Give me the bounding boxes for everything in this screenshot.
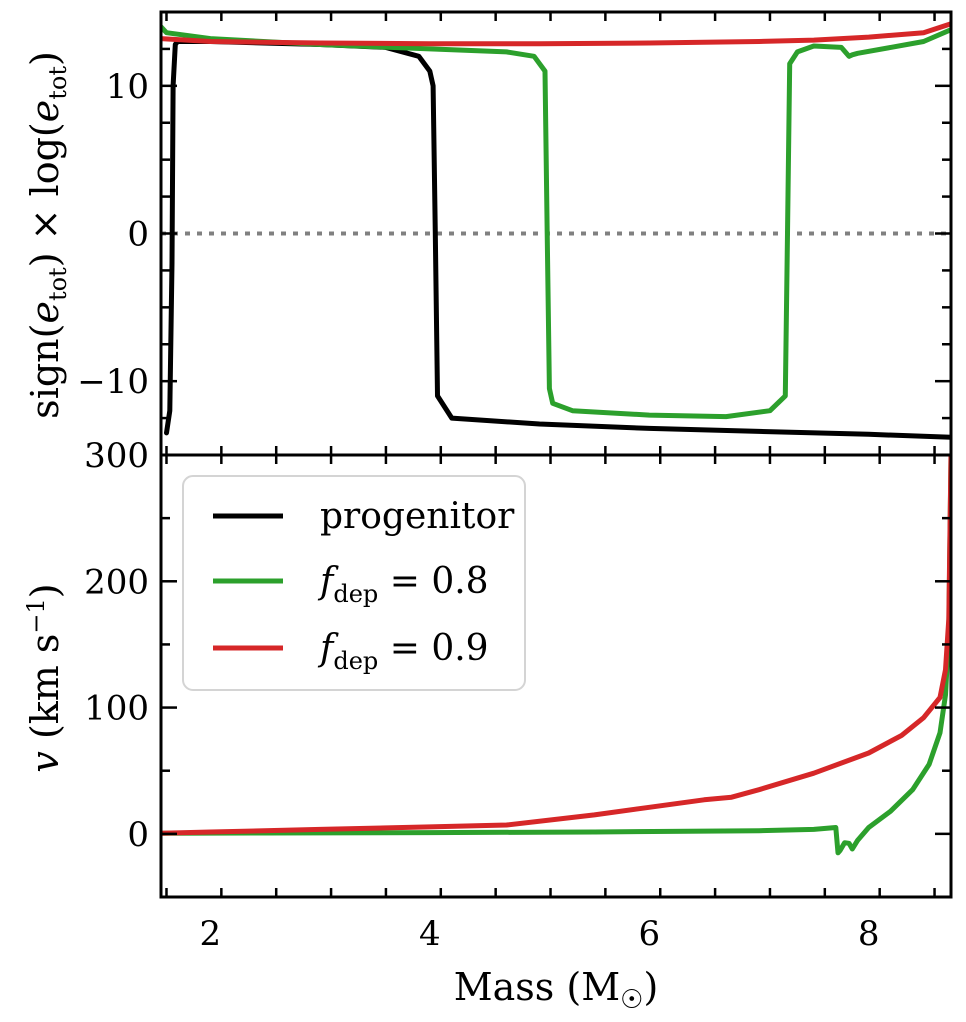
x-tick-label: 6: [638, 914, 660, 954]
bottom-series-line-0: [161, 455, 951, 856]
legend: progenitor fdep = 0.8 fdep = 0.9: [182, 475, 526, 691]
legend-label-fdep-0.9: fdep = 0.9: [317, 628, 489, 675]
bottom-y-tick-label: 0: [127, 815, 149, 855]
top-series-line-0: [164, 39, 951, 440]
top-panel: 10 0 −10: [77, 10, 953, 457]
top-y-axis-label: sign(etot) × log(etot): [23, 51, 72, 419]
x-tick-label: 2: [200, 914, 222, 954]
bottom-series-group: [161, 455, 951, 856]
top-series-line-2: [161, 21, 951, 47]
top-y-tick-label: 10: [106, 67, 149, 107]
top-y-tick-label: −10: [77, 362, 149, 402]
top-y-tick-label: 0: [127, 215, 149, 255]
top-panel-frame: [159, 10, 953, 457]
bottom-panel-frame: [159, 453, 953, 899]
top-series-line-1: [161, 24, 951, 420]
bottom-y-tick-label: 200: [84, 562, 149, 602]
legend-label-fdep-0.8: fdep = 0.8: [317, 561, 489, 608]
bottom-series-line-1: [161, 455, 951, 836]
bottom-panel: 300 200 100 0 2 4 6 8: [84, 436, 953, 954]
bottom-y-tick-label: 300: [84, 436, 149, 476]
legend-box: [182, 475, 526, 691]
x-axis-label: Mass (M☉): [454, 965, 659, 1015]
legend-label-progenitor: progenitor: [320, 496, 515, 537]
x-tick-label: 8: [858, 914, 880, 954]
top-ticks-group: [161, 10, 951, 457]
bottom-y-tick-label: 100: [84, 689, 149, 729]
x-tick-label: 4: [419, 914, 441, 954]
top-series-group: [161, 21, 951, 440]
bottom-y-axis-label: v (km s−1): [22, 583, 67, 772]
